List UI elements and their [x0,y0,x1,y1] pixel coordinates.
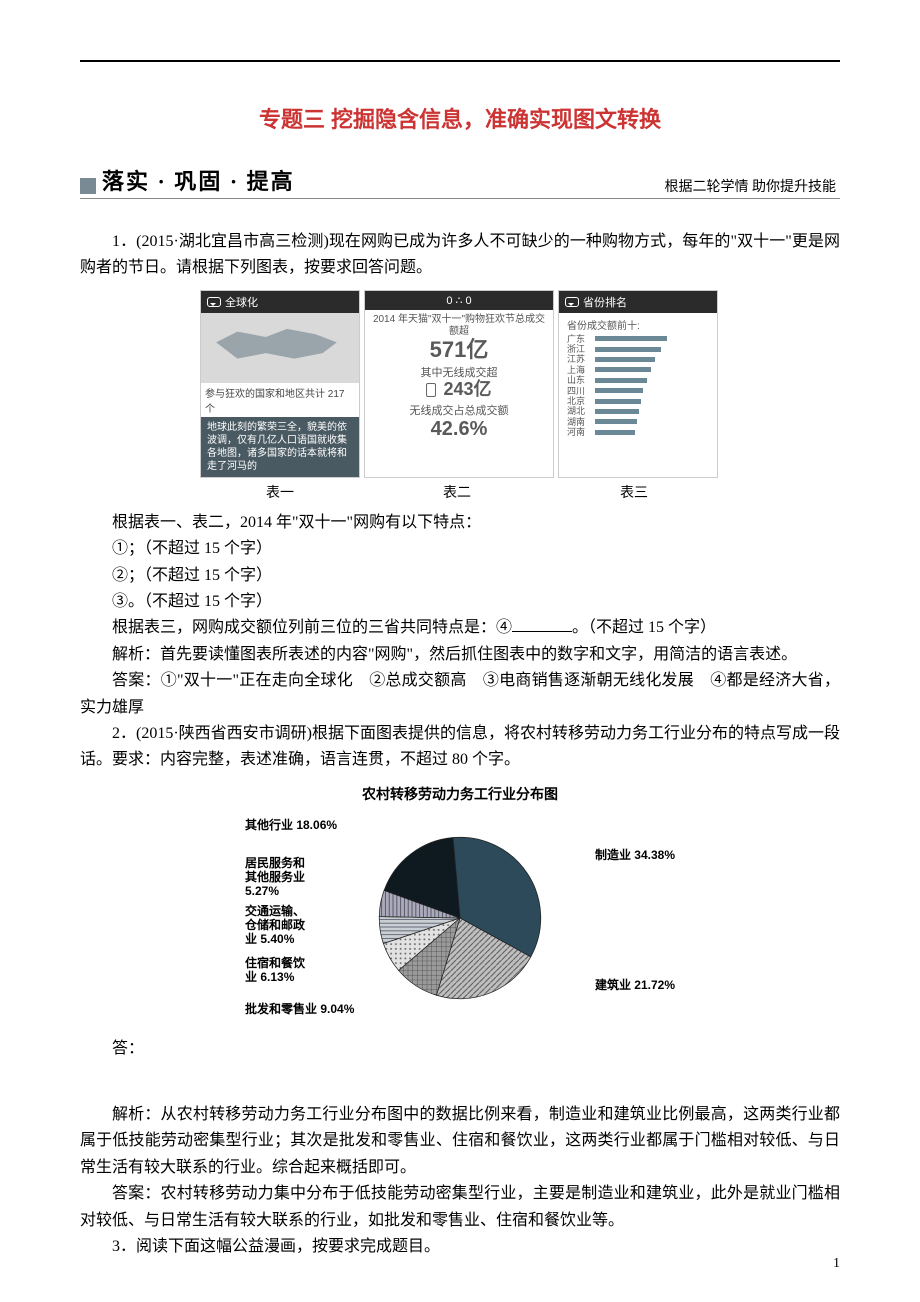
answer-blank-space [80,1062,840,1102]
ig-col-totals: 0 ∴ 0 2014 年天猫"双十一"购物狂欢节总成交额超 571亿 其中无线成… [364,290,554,478]
q1-line-b2: ②；（不超过 15 个字） [80,563,840,589]
rank-bar [595,367,651,372]
rank-row: 四川 [567,386,709,396]
rank-label: 江苏 [567,354,591,364]
section-header-main: 落实 · 巩固 · 提高 [102,164,295,196]
q1-line-b1: ①；（不超过 15 个字） [80,536,840,562]
rank-row: 山东 [567,375,709,385]
rank-row: 北京 [567,396,709,406]
rank-bar [595,347,661,352]
ig-c2-big3: 42.6% [371,418,547,440]
bubble-icon [207,297,221,307]
rank-bar [595,430,635,435]
rank-label: 湖南 [567,417,591,427]
q1-line-c: 根据表三，网购成交额位列前三位的三省共同特点是：④ 。（不超过 15 个字） [80,615,840,641]
pie-labels-right: 制造业 34.38% 建筑业 21.72% [545,808,675,1028]
ig-col2-body: 2014 年天猫"双十一"购物狂欢节总成交额超 571亿 其中无线成交超 243… [365,310,553,477]
ig-rank-title: 省份成交额前十: [567,317,709,332]
map-shape-icon [209,321,351,375]
pie-label-right: 建筑业 21.72% [595,978,675,992]
pie-label-left: 批发和零售业 9.04% [245,1002,354,1016]
q1-intro: 1．(2015·湖北宜昌市高三检测)现在网购已成为许多人不可缺少的一种购物方式，… [80,229,840,282]
rank-row: 湖南 [567,417,709,427]
ig-rank-list: 省份成交额前十: 广东浙江江苏上海山东四川北京湖北湖南河南 [559,313,717,477]
rank-label: 浙江 [567,344,591,354]
rank-bar [595,399,641,404]
fill-blank-4[interactable] [512,631,572,632]
ig-col1-head-text: 全球化 [225,294,258,310]
q2-answer-prefix: 答： [80,1036,840,1062]
ig-col1-head: 全球化 [201,291,359,313]
ig-col1-note: 地球此刻的繁荣三全，貌美的依波调，仅有几亿人口语国就收集各地图，诸多国家的话本就… [201,417,359,477]
rank-rows: 广东浙江江苏上海山东四川北京湖北湖南河南 [567,334,709,437]
pie-label-left: 交通运输、 仓储和邮政 业 5.40% [245,904,305,947]
pie-wrap: 其他行业 18.06% 居民服务和 其他服务业 5.27% 交通运输、 仓储和邮政 … [245,808,675,1028]
rank-row: 江苏 [567,354,709,364]
rank-bar [595,388,643,393]
ig-col2-head: 0 ∴ 0 [365,291,553,310]
rank-label: 北京 [567,396,591,406]
q1-line-c-post: 。（不超过 15 个字） [572,619,716,636]
ig-c2-line2: 其中无线成交超 [371,364,547,380]
pie-label-left: 居民服务和 其他服务业 5.27% [245,856,305,899]
rank-label: 四川 [567,386,591,396]
ig-c2-line3: 无线成交占总成交额 [371,402,547,418]
rank-bar [595,357,655,362]
ig-col2-head-icon: 0 ∴ 0 [446,294,471,307]
rank-bar [595,336,667,341]
rank-label: 上海 [567,365,591,375]
caption-t3: 表三 [554,482,714,502]
q1-line-b3: ③。（不超过 15 个字） [80,589,840,615]
rank-row: 浙江 [567,344,709,354]
q1-line-a: 根据表一、表二，2014 年"双十一"网购有以下特点： [80,510,840,536]
pie-chart [365,823,555,1013]
phone-icon [426,383,436,397]
ig-col-rank: 省份排名 省份成交额前十: 广东浙江江苏上海山东四川北京湖北湖南河南 [558,290,718,478]
section-header: 落实 · 巩固 · 提高 根据二轮学情 助你提升技能 [80,164,840,199]
q3-intro: 3．阅读下面这幅公益漫画，按要求完成题目。 [80,1234,840,1260]
caption-t1: 表一 [200,482,360,502]
page-number: 1 [833,1256,840,1272]
rank-row: 上海 [567,365,709,375]
pie-label-left: 其他行业 18.06% [245,818,337,832]
pie-title: 农村转移劳动力务工行业分布图 [245,784,675,804]
ig-col3-head: 省份排名 [559,291,717,313]
header-box-icon [80,178,96,194]
rank-bar [595,378,647,383]
ig-c2-big2-text: 243亿 [443,379,491,399]
q1-jiexi: 解析：首先要读懂图表所表述的内容"网购"，然后抓住图表中的数字和文字，用简洁的语… [80,642,840,668]
pie-label-left: 住宿和餐饮 业 6.13% [245,956,305,985]
ig-col3-head-text: 省份排名 [583,294,627,310]
rank-row: 广东 [567,334,709,344]
rank-bar [595,409,639,414]
ig-captions-row: 表一 表二 表三 [200,482,720,502]
rank-label: 河南 [567,427,591,437]
rank-row: 湖北 [567,406,709,416]
rank-row: 河南 [567,427,709,437]
pie-labels-left: 其他行业 18.06% 居民服务和 其他服务业 5.27% 交通运输、 仓储和邮政 … [245,808,375,1028]
q1-line-c-pre: 根据表三，网购成交额位列前三位的三省共同特点是：④ [112,619,512,636]
pie-label-right: 制造业 34.38% [595,848,675,862]
world-map-icon [201,313,359,383]
rank-label: 广东 [567,334,591,344]
caption-t2: 表二 [360,482,554,502]
rank-label: 山东 [567,375,591,385]
rank-bar [595,419,637,424]
ig-col1-caption: 参与狂欢的国家和地区共计 217 个 [201,383,359,417]
q1-daan: 答案：①"双十一"正在走向全球化 ②总成交额高 ③电商销售逐渐朝无线化发展 ④都… [80,668,840,721]
ig-c2-big1: 571亿 [371,338,547,362]
q2-intro: 2．(2015·陕西省西安市调研)根据下面图表提供的信息，将农村转移劳动力务工行… [80,721,840,774]
q2-pie-block: 农村转移劳动力务工行业分布图 其他行业 18.06% 居民服务和 其他服务业 5.… [245,784,675,1028]
rank-label: 湖北 [567,406,591,416]
bubble-icon [565,297,579,307]
ig-c2-big2: 243亿 [371,380,547,400]
topic-title: 专题三 挖掘隐含信息，准确实现图文转换 [80,102,840,134]
q2-jiexi: 解析：从农村转移劳动力务工行业分布图中的数据比例来看，制造业和建筑业比例最高，这… [80,1102,840,1181]
q1-infographic: 全球化 参与狂欢的国家和地区共计 217 个 地球此刻的繁荣三全，貌美的依波调，… [200,290,720,478]
section-header-sub: 根据二轮学情 助你提升技能 [665,176,841,196]
ig-c2-line1: 2014 年天猫"双十一"购物狂欢节总成交额超 [371,314,547,338]
ig-col-global: 全球化 参与狂欢的国家和地区共计 217 个 地球此刻的繁荣三全，貌美的依波调，… [200,290,360,478]
top-rule [80,60,840,62]
q2-daan: 答案：农村转移劳动力集中分布于低技能劳动密集型行业，主要是制造业和建筑业，此外是… [80,1181,840,1234]
